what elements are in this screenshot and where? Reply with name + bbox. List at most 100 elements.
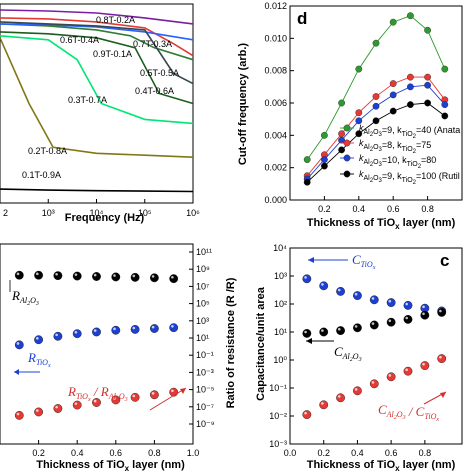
d-ytick-label: 0.008 <box>264 66 287 76</box>
bl-point-shine <box>16 342 20 345</box>
c-annot-cal2o3: CAl2O3 <box>334 344 362 363</box>
bl-point <box>92 272 101 281</box>
c-point <box>302 328 312 338</box>
bl-xlabel: Thickness of TiOx layer (nm) <box>36 459 185 473</box>
bl-point-shine <box>55 272 58 276</box>
d-point <box>406 83 414 91</box>
d-xlabel: Thickness of TiOx layer (nm) <box>307 217 456 231</box>
bl-point-shine <box>74 331 78 334</box>
c-point <box>369 295 379 305</box>
panel-bl-frame <box>0 243 194 445</box>
bl-point <box>72 329 82 339</box>
d-xtick-label: 0.2 <box>318 204 331 214</box>
bl-point-shine <box>36 272 39 276</box>
bl-point <box>53 271 63 281</box>
d-point <box>320 131 328 139</box>
bl-point <box>92 327 101 337</box>
d-xtick-label: 0.4 <box>353 204 366 214</box>
d-point <box>372 117 380 125</box>
bl-ytick-label: 10¹¹ <box>196 247 212 257</box>
d-ytick-label: 0.006 <box>264 98 287 108</box>
bl-point <box>14 270 24 280</box>
d-ytick-label: 0.004 <box>264 130 287 140</box>
tl-xtick-label: 10⁵ <box>138 208 152 218</box>
tl-xtick-label: 10⁴ <box>90 208 104 218</box>
bl-point <box>14 340 24 350</box>
tl-xtick-label: 10⁶ <box>186 208 200 218</box>
c-point <box>420 361 430 370</box>
c-point <box>302 274 312 284</box>
bl-ytick-label: 10⁹ <box>196 264 210 274</box>
tl-series-label: 0.4T-0.6A <box>135 86 174 96</box>
c-point-shine <box>439 309 442 313</box>
bl-point-shine <box>74 273 78 276</box>
d-point <box>355 65 363 73</box>
bl-point <box>169 323 179 333</box>
c-ytick-label: 10¹ <box>274 327 287 337</box>
c-point-shine <box>337 327 341 331</box>
c-point-shine <box>405 302 408 306</box>
d-point <box>320 162 328 170</box>
d-point <box>406 73 414 81</box>
d-point <box>389 107 397 115</box>
d-point <box>406 12 414 20</box>
d-point <box>355 117 363 125</box>
c-ytick-label: 10⁻² <box>269 411 287 421</box>
c-point-shine <box>304 411 307 415</box>
d-point <box>303 178 311 186</box>
d-legend-marker <box>343 154 351 162</box>
c-ytick-label: 10³ <box>274 271 287 281</box>
tl-xtick-label: 10³ <box>42 208 55 218</box>
bl-point-shine <box>93 329 97 332</box>
d-point <box>389 18 397 26</box>
d-point <box>355 130 363 138</box>
d-point <box>424 99 431 107</box>
c-point <box>353 291 362 300</box>
d-legend-marker <box>343 170 351 178</box>
d-legend-entry: kAl2O3=9, kTiO2=40 (Anata <box>359 123 460 140</box>
c-point <box>336 286 345 296</box>
c-point-shine <box>388 319 392 323</box>
c-annot-ctiox: CTiOx <box>352 252 376 271</box>
bl-point-shine <box>16 272 20 276</box>
bl-point-shine <box>151 392 155 395</box>
d-xtick-label: 0.6 <box>387 204 400 214</box>
c-point-shine <box>354 292 358 296</box>
d-point <box>372 93 380 100</box>
bl-ytick-label: 10⁻⁷ <box>196 402 214 412</box>
bl-point <box>130 324 140 334</box>
c-annot-ratio-arrowhead <box>440 392 446 398</box>
c-annot-cal2o3-arrowhead <box>306 338 312 344</box>
c-panel-label: c <box>440 251 449 270</box>
panel-c-frame <box>289 247 463 445</box>
c-point <box>319 281 329 291</box>
bl-point-shine <box>55 333 58 337</box>
tl-series-line <box>0 31 194 105</box>
c-point <box>353 386 362 396</box>
d-point <box>320 156 328 163</box>
d-xtick-label: 0.8 <box>421 204 434 214</box>
c-point <box>319 327 329 337</box>
c-point-shine <box>321 402 324 405</box>
bl-ytick-label: 10⁵ <box>196 299 210 309</box>
bl-point-shine <box>171 324 174 328</box>
bl-ytick-label: 10⁻⁹ <box>196 419 215 429</box>
tl-series-line <box>0 9 194 25</box>
bl-ytick-label: 10³ <box>196 316 209 326</box>
d-point <box>424 26 431 34</box>
d-point <box>338 146 345 154</box>
bl-point <box>130 392 140 402</box>
d-legend-entry: kAl2O3=10, kTiO2=80 <box>359 153 436 170</box>
d-panel-label: d <box>297 9 307 28</box>
c-point <box>403 300 413 310</box>
bl-point-shine <box>113 397 116 400</box>
tl-series-line <box>0 23 194 61</box>
c-point-shine <box>321 329 324 332</box>
bl-annot-ratio-arrow <box>149 387 187 411</box>
c-ytick-label: 10² <box>274 299 287 309</box>
d-legend-entry: kAl2O3=8, kTiO2=75 <box>359 138 431 155</box>
d-point <box>389 80 397 88</box>
c-point <box>319 400 329 410</box>
bl-point-shine <box>132 326 136 330</box>
tl-series-label: 0.7T-0.3A <box>133 39 172 49</box>
